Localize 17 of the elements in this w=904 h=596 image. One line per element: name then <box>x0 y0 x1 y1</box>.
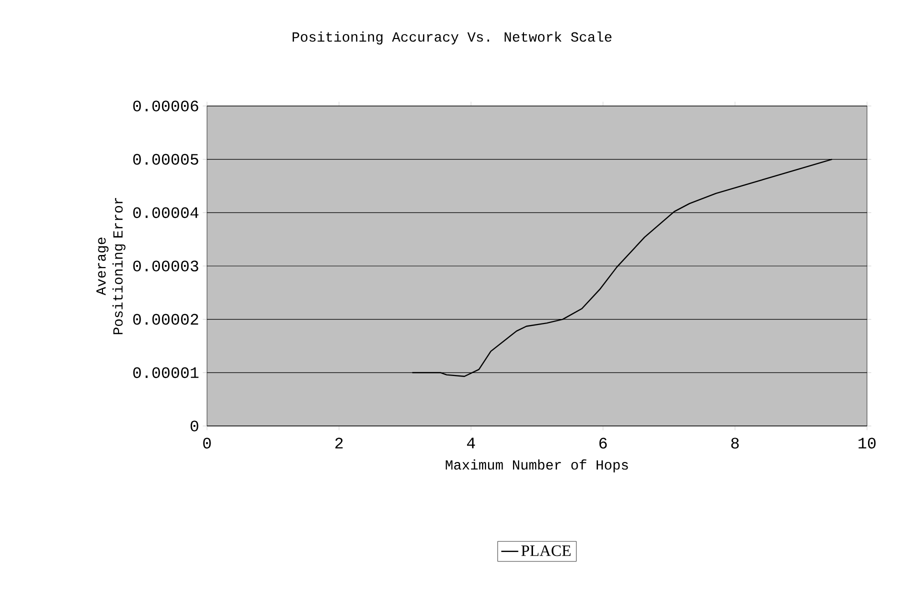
y-tick-label: 0.00005 <box>133 154 198 165</box>
y-tick-label: 0 <box>190 420 198 432</box>
legend-label: PLACE <box>521 545 571 556</box>
x-tick-label: 10 <box>858 438 876 449</box>
y-tick-label: 0.00002 <box>133 314 198 325</box>
y-tick-label: 0.00003 <box>133 260 198 272</box>
y-axis-title: Average Positioning Error <box>96 198 126 334</box>
x-tick-label: 8 <box>731 438 739 449</box>
x-tick-label: 6 <box>599 438 607 449</box>
x-tick-label: 2 <box>335 438 343 448</box>
y-tick-label: 0.00001 <box>133 367 198 378</box>
chart-title: Positioning Accuracy Vs. Network Scale <box>292 31 612 44</box>
x-tick-label: 4 <box>467 438 475 448</box>
x-axis-title: Maximum Number of Hops <box>446 459 628 472</box>
y-tick-label: 0.00004 <box>133 207 198 218</box>
x-tick-label: 0 <box>203 438 211 449</box>
y-tick-label: 0.00006 <box>133 100 198 112</box>
